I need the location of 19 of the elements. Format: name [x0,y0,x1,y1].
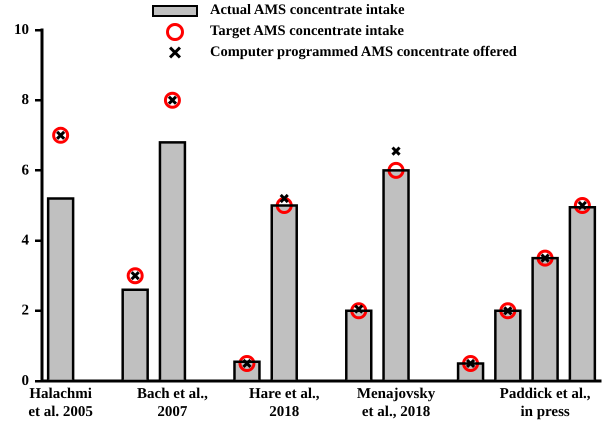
y-tick-label: 4 [22,232,30,248]
legend-label: Target AMS concentrate intake [210,22,404,41]
x-tick-label: Menajovsky et al., 2018 [356,386,436,420]
point [391,146,402,156]
y-tick-label: 10 [14,22,29,38]
point [126,267,144,284]
y-tick-label: 6 [22,162,30,178]
point [52,126,70,144]
y-tick-label: 8 [22,92,29,108]
y-tick-label: 2 [22,302,29,319]
x-tick-label: Hare et al., 2018 [248,386,320,420]
x-tick-label: Halachmi et al. 2005 [28,386,93,420]
legend-label: Computer programmed AMS concentrate offered [210,43,517,62]
point [164,92,181,109]
y-tick-label: 0 [22,372,29,389]
x-tick-label: Bach et al., 2007 [137,386,208,420]
x-tick-label: Paddick et al., in press [500,386,591,420]
point [279,193,290,204]
legend-label: Actual AMS concentrate intake [210,1,405,20]
